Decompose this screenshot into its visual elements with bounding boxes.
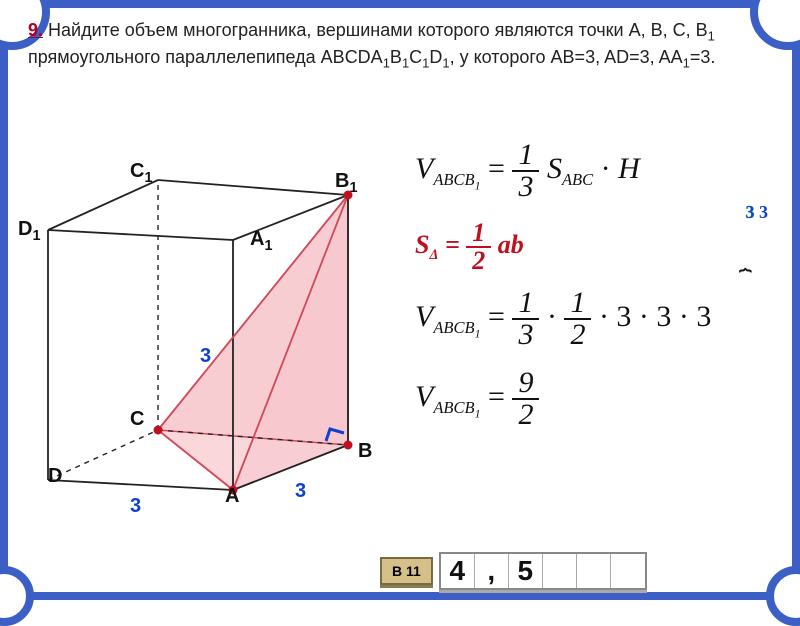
answer-cells: 4 , 5 [439,552,647,590]
answer-box: B 11 4 , 5 [380,552,647,590]
label-B1: B1 [335,170,357,196]
answer-cell[interactable] [543,554,577,588]
annotation-3-3: 3 3 [746,202,769,223]
dim-AA1: 3 [200,345,211,368]
dim-AB: 3 [295,480,306,503]
formula-volume-result: VABCB1 = 92 [415,368,770,430]
brace-icon: ⏞ [739,268,752,294]
label-C1: C1 [130,160,152,186]
label-D: D [48,465,62,488]
dim-DA: 3 [130,495,141,518]
formula-volume-substituted: ⏞ VABCB1 = 13 · 12 · 3 · 3 · 3 [415,288,770,350]
answer-cell[interactable]: 5 [509,554,543,588]
answer-cell[interactable]: , [475,554,509,588]
label-D1: D1 [18,218,40,244]
answer-cell[interactable]: 4 [441,554,475,588]
label-A: A [225,485,239,508]
label-C: C [130,408,144,431]
answer-cell[interactable] [577,554,611,588]
label-B: B [358,440,372,463]
answer-cell[interactable] [611,554,645,588]
answer-label-b11[interactable]: B 11 [380,557,433,585]
formulas-block: VABCB1 = 13 SABC · H SΔ = 12 ab 3 3 ⏞ VA… [415,140,770,448]
formula-triangle-area: SΔ = 12 ab 3 3 [415,220,770,274]
label-A1: A1 [250,228,272,254]
formula-volume-general: VABCB1 = 13 SABC · H [415,140,770,202]
